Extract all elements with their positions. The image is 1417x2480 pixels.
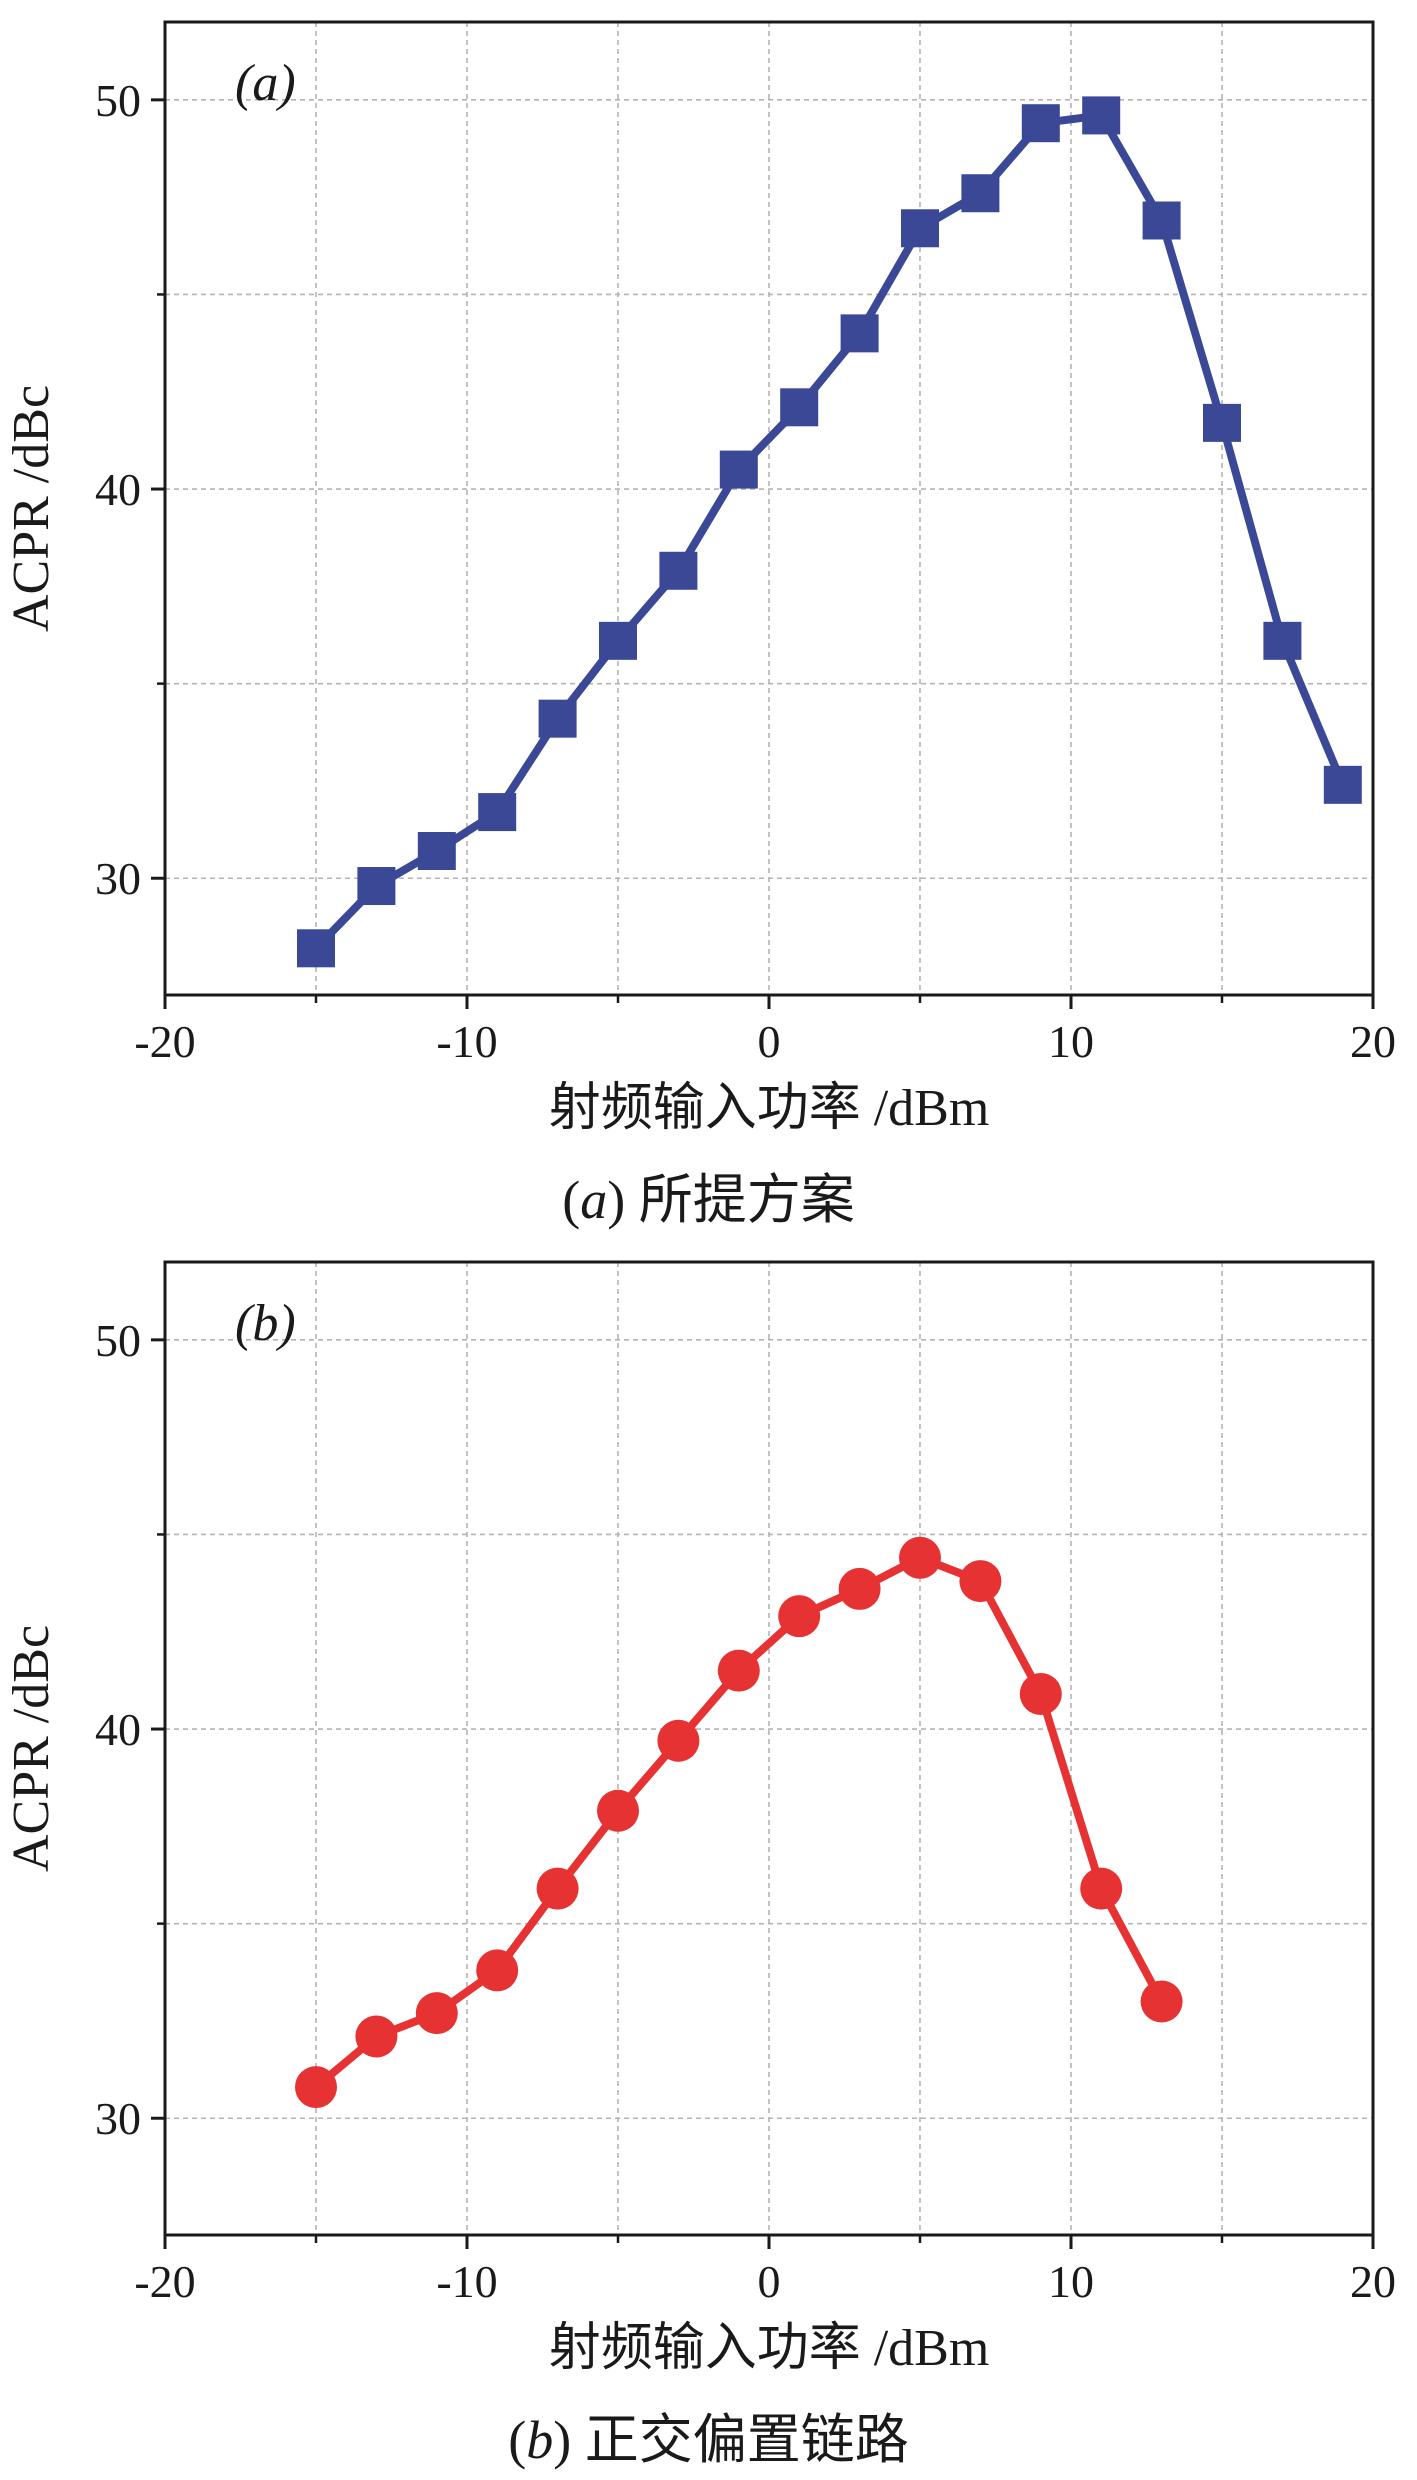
data-point-square: [961, 174, 1000, 213]
axis-ticks: [151, 98, 1375, 1009]
data-point-square: [417, 831, 456, 870]
data-point-square: [719, 450, 758, 489]
y-tick-label: 30: [95, 853, 141, 904]
x-tick-label: 10: [1048, 1016, 1094, 1067]
y-axis-label: ACPR /dBc: [3, 1625, 60, 1872]
caption-letter-a: a: [580, 1170, 608, 1230]
acpr-chart-b: -20 -10 0 10 20 30 40 50 射频输入功率 /dBm ACPR /dBc (b): [3, 1260, 1396, 2377]
x-tick-label: 0: [758, 1016, 781, 1067]
y-tick-label: 40: [95, 1704, 141, 1755]
data-point-square: [297, 929, 335, 968]
grid-lines: [165, 1262, 1373, 2235]
data-point-square: [840, 314, 879, 353]
y-tick-label: 40: [95, 464, 141, 515]
figure-caption-a: (a) 所提方案: [562, 1170, 855, 1230]
panel-label: (b): [235, 1295, 296, 1352]
grid-lines: [165, 22, 1373, 995]
y-tick-label: 30: [95, 2093, 141, 2144]
caption-text-a: 所提方案: [638, 1170, 855, 1230]
data-point-circle: [476, 1949, 519, 1992]
x-tick-label: 20: [1350, 1016, 1396, 1067]
data-point-square: [599, 621, 637, 660]
data-point-square: [901, 209, 939, 248]
chart-panel-a: -20 -10 0 10 20 30 40 50 射频输入功率 /dBm ACPR /dBc (a)…: [3, 20, 1396, 1230]
x-tick-label: -10: [436, 1016, 497, 1067]
x-axis-label: 射频输入功率 /dBm: [549, 1080, 990, 1137]
series-line: [313, 111, 1347, 952]
data-point-circle: [1080, 1867, 1123, 1910]
caption-text-b: 正交偏置链路: [584, 2410, 909, 2470]
data-point-square: [538, 699, 577, 738]
panel-label: (a): [235, 55, 296, 112]
y-tick-label: 50: [95, 75, 141, 126]
acpr-chart-a: -20 -10 0 10 20 30 40 50 射频输入功率 /dBm ACPR /dBc (a): [3, 20, 1396, 1137]
data-point-circle: [295, 2066, 337, 2109]
data-point-circle: [838, 1567, 881, 1610]
x-tick-label: 0: [758, 2256, 781, 2307]
y-tick-label: 50: [95, 1315, 141, 1366]
x-tick-label: -10: [436, 2256, 497, 2307]
data-point-circle: [717, 1649, 760, 1692]
data-point-square: [1021, 104, 1060, 143]
data-point-circle: [415, 1992, 458, 2035]
data-point-circle: [597, 1789, 639, 1832]
figure-caption-b: (b) 正交偏置链路: [508, 2410, 909, 2470]
x-axis-label: 射频输入功率 /dBm: [549, 2320, 990, 2377]
data-point-square: [1142, 201, 1181, 240]
x-tick-label: -20: [134, 1016, 195, 1067]
data-point-square: [357, 867, 396, 906]
caption-letter-b: b: [526, 2410, 554, 2470]
x-tick-label: 20: [1350, 2256, 1396, 2307]
x-tick-label: 10: [1048, 2256, 1094, 2307]
data-point-circle: [1140, 1980, 1183, 2023]
data-point-square: [1203, 403, 1241, 442]
data-point-circle: [1019, 1673, 1062, 1716]
data-point-square: [659, 551, 698, 590]
data-point-circle: [355, 2015, 398, 2058]
data-point-square: [780, 388, 819, 427]
data-point-square: [478, 793, 517, 832]
axis-ticks: [151, 1338, 1375, 2249]
data-point-circle: [536, 1867, 579, 1910]
data-point-square: [1323, 765, 1362, 804]
data-point-circle: [959, 1560, 1002, 1603]
data-point-circle: [778, 1595, 821, 1638]
chart-panel-b: -20 -10 0 10 20 30 40 50 射频输入功率 /dBm ACPR /dBc (b)…: [0, 1240, 1417, 2480]
data-point-circle: [899, 1536, 941, 1579]
x-tick-label: -20: [134, 2256, 195, 2307]
data-point-circle: [657, 1719, 700, 1762]
data-point-square: [1082, 96, 1121, 135]
y-axis-label: ACPR /dBc: [3, 385, 60, 632]
data-point-square: [1263, 621, 1302, 660]
